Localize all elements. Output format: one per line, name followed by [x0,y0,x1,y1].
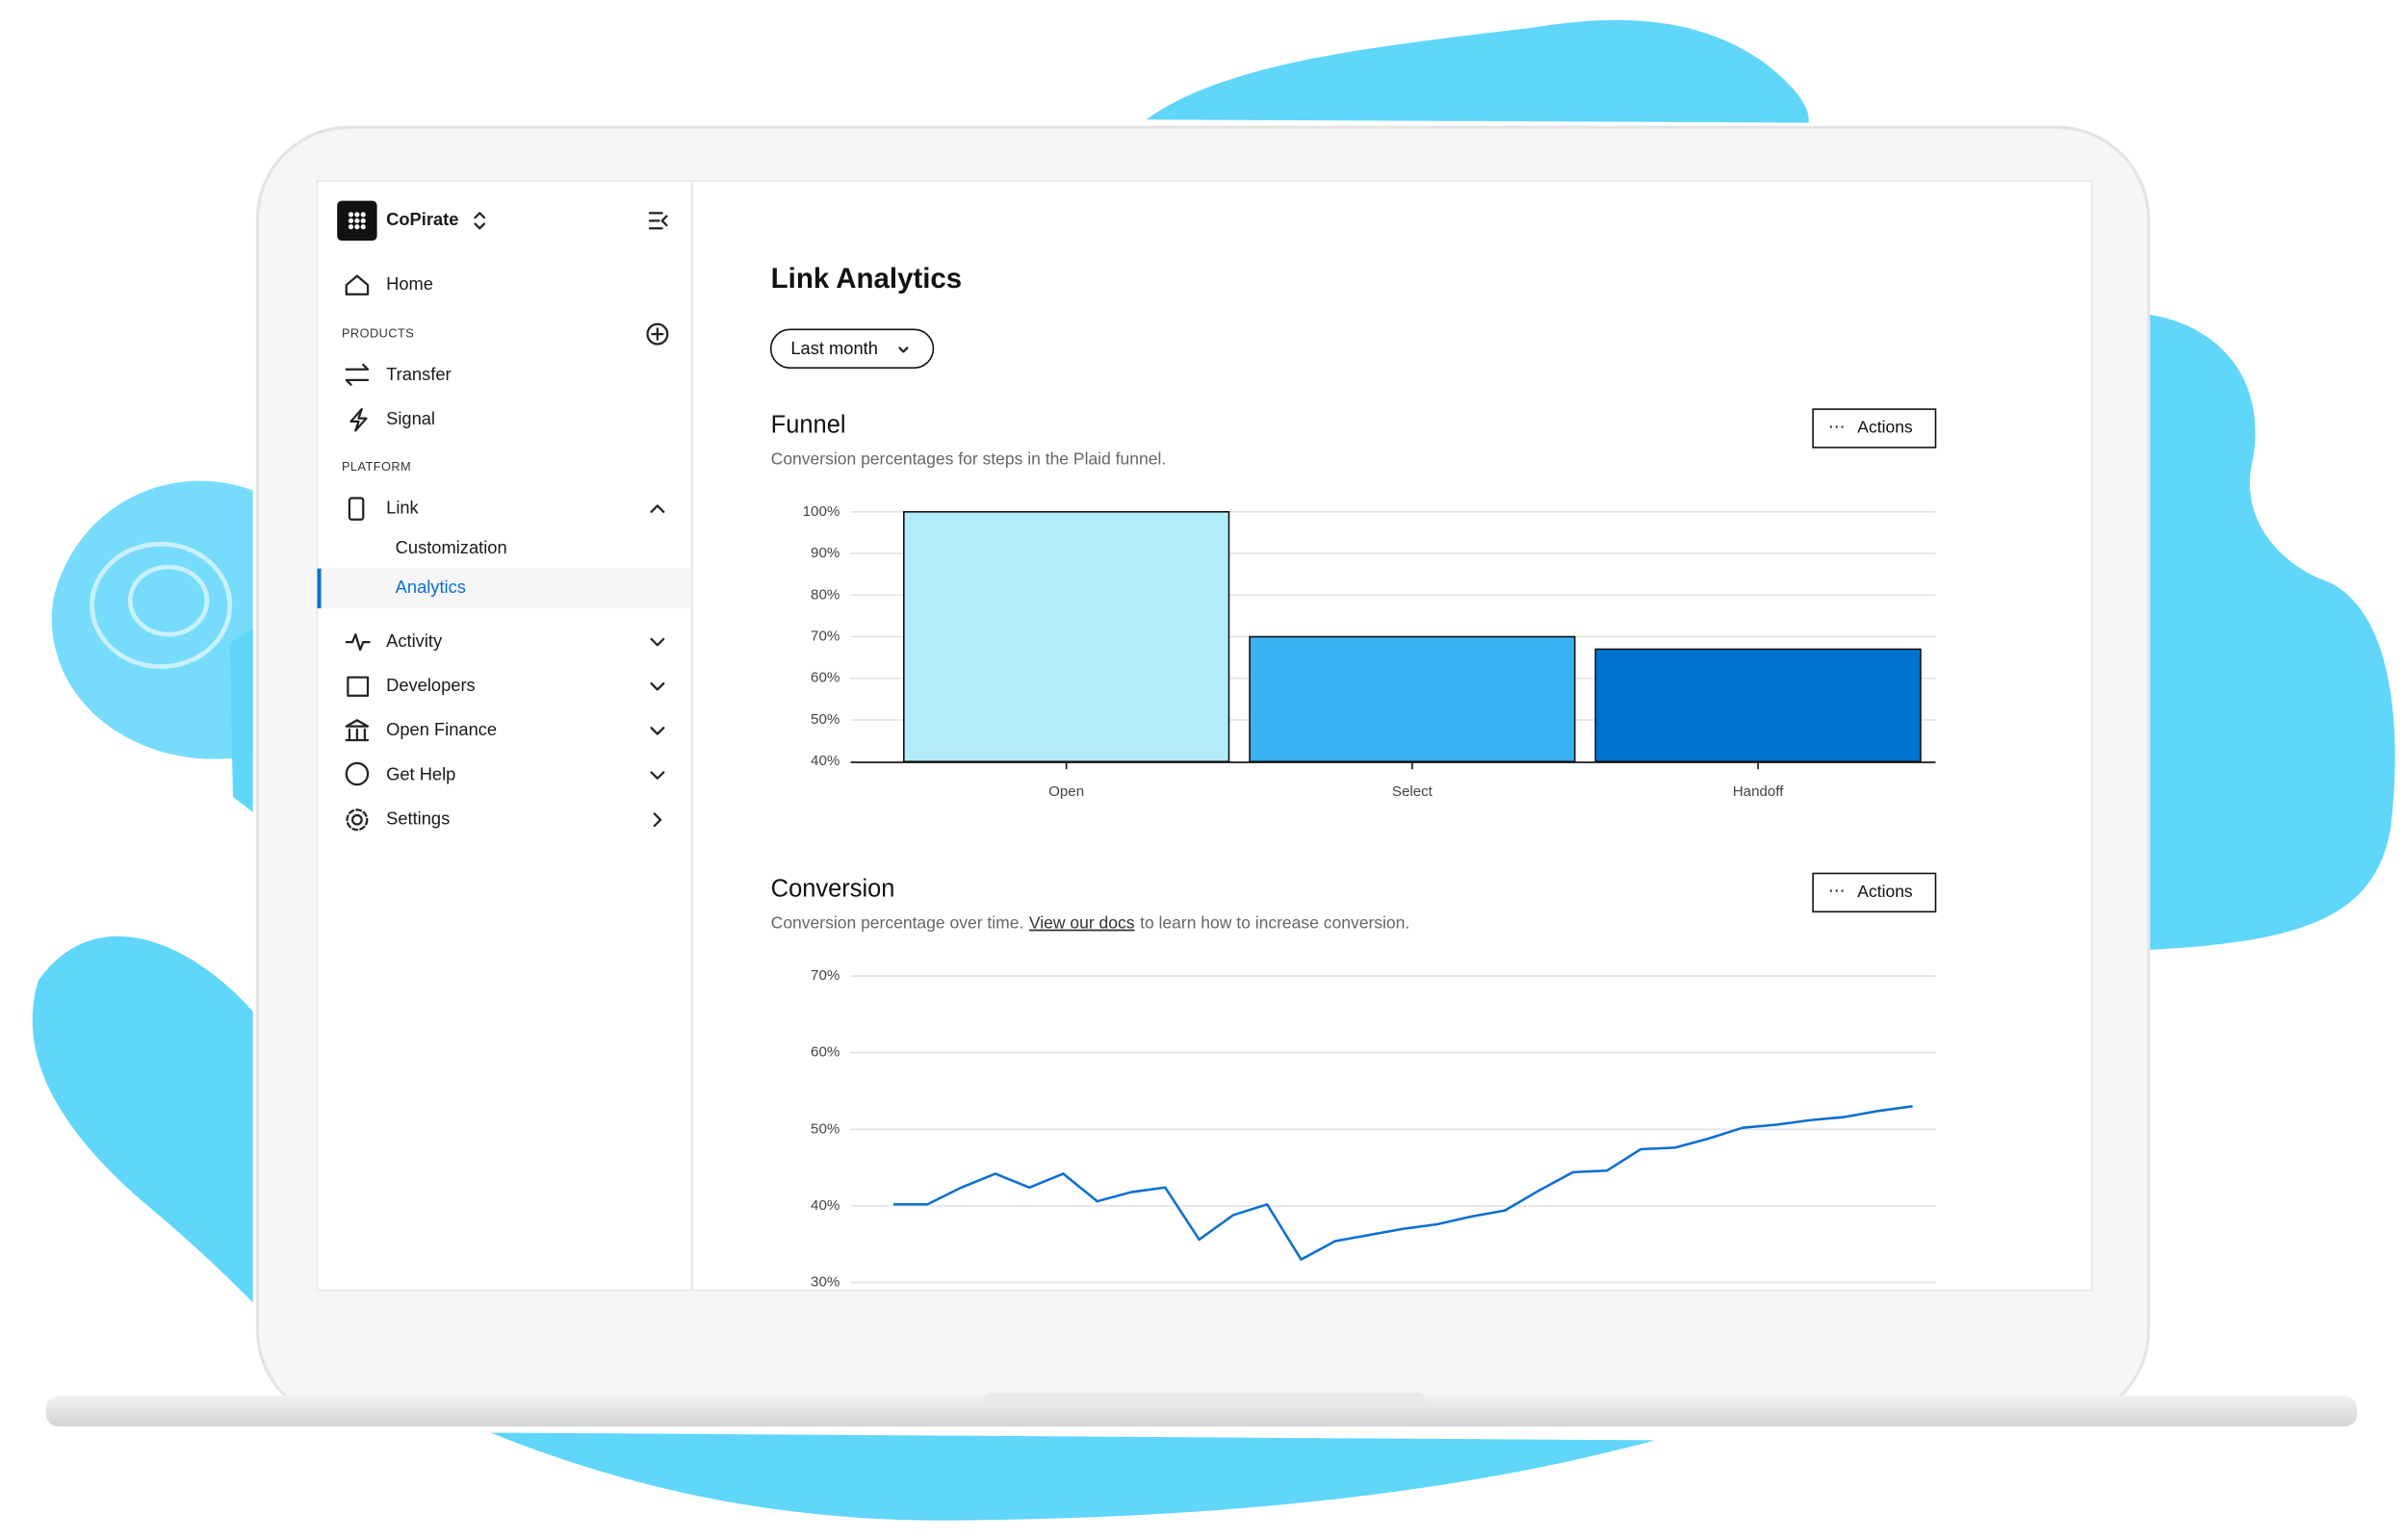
activity-icon [345,633,371,652]
nav-item[interactable]: Link [386,497,419,517]
app: CoPirate Home PRODUCTS Transfer Signal P… [317,180,1937,1291]
org-switcher[interactable]: CoPirate [386,209,458,229]
org-logo-dots [348,212,366,230]
brush-swirl [90,541,233,669]
chevron-down[interactable] [650,637,665,647]
bar [1594,648,1922,763]
x-tick-label: Select [1392,783,1434,800]
x-tick-label: Handoff [1733,783,1784,800]
date-filter[interactable] [769,328,935,369]
bar [903,510,1230,763]
add-product[interactable] [646,322,669,346]
settings-icon [351,813,363,826]
nav-item[interactable]: Open Finance [386,719,497,739]
actions-dots: ⋯ [1828,881,1845,900]
nav-item[interactable]: Signal [386,408,435,428]
y-tick-label: 100% [803,503,840,520]
nav-item[interactable]: Activity [386,630,443,651]
chart-subtitle: Conversion percentages for steps in the … [771,449,1167,468]
actions-label: Actions [1857,882,1913,901]
add-icon [651,327,664,341]
y-tick-label: 90% [811,545,840,561]
chevron-down[interactable] [650,727,665,735]
y-tick-label: 40% [811,1197,840,1214]
brush-background [32,19,2395,1521]
chart-title: Funnel [771,411,846,438]
bank-icon [345,719,370,742]
chevron-up[interactable] [650,504,665,513]
section-heading: PRODUCTS [342,325,414,340]
docs-link[interactable]: View our docs [1029,913,1135,933]
link-icon [348,497,365,521]
filter-chevron [898,346,909,353]
laptop-base [45,1396,2358,1427]
y-tick-label: 70% [811,967,840,984]
active-indicator [317,568,322,609]
date-filter-label: Last month [790,338,878,358]
chart-title: Conversion [771,876,895,903]
nav-item[interactable]: Developers [386,675,476,695]
y-tick-label: 60% [811,1044,840,1061]
nav-item[interactable]: Settings [386,808,450,829]
y-tick-label: 50% [811,1120,840,1137]
section-heading: PLATFORM [342,459,411,474]
chevron-down[interactable] [650,681,665,691]
actions-button[interactable] [1812,872,1937,913]
actions-label: Actions [1857,418,1913,437]
nav-item[interactable]: Get Help [386,763,455,783]
signal-icon [349,408,368,432]
y-tick-label: 80% [811,586,840,603]
line-series [893,1105,1913,1261]
switch-icon[interactable] [474,212,486,230]
help-icon [345,761,370,786]
developers-icon [347,676,370,697]
chart-subtitle: Conversion percentage over time. [771,913,1024,933]
nav-item[interactable]: Home [386,273,433,294]
actions-dots: ⋯ [1828,417,1845,436]
transfer-icon [345,363,370,386]
page-title: Link Analytics [771,263,962,295]
nav-subitem-active[interactable]: Analytics [396,577,466,597]
active-row [319,568,691,609]
settings-gear [346,808,369,832]
x-tick-label: Open [1048,783,1084,800]
nav-item[interactable]: Transfer [386,364,451,384]
y-tick-label: 70% [811,629,840,645]
chart-subtitle: to learn how to increase conversion. [1140,913,1409,933]
actions-button[interactable] [1812,408,1937,449]
y-tick-label: 30% [811,1273,840,1290]
bar [1249,635,1576,763]
chevron-right[interactable] [653,812,662,828]
y-tick-label: 50% [811,711,840,728]
home-icon [345,274,370,295]
nav-subitem[interactable]: Customization [396,537,507,557]
y-tick-label: 40% [811,753,840,769]
collapse-icon[interactable] [648,212,668,230]
laptop-notch [983,1393,1426,1408]
y-tick-label: 60% [811,670,840,686]
chevron-down[interactable] [650,771,665,780]
